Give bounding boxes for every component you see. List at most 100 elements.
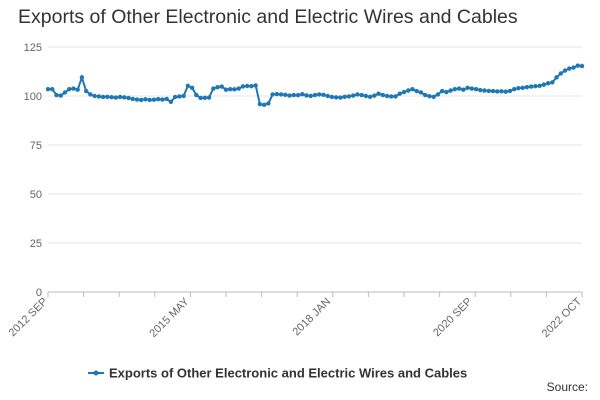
data-point bbox=[448, 88, 453, 93]
data-point bbox=[79, 75, 85, 80]
data-point bbox=[50, 86, 55, 92]
data-point bbox=[181, 93, 186, 99]
data-point bbox=[228, 86, 233, 92]
data-point bbox=[571, 65, 576, 70]
legend-marker bbox=[93, 370, 99, 376]
x-tick-label: 2015 MAY bbox=[147, 295, 192, 340]
data-point bbox=[92, 93, 97, 99]
data-point bbox=[211, 86, 216, 91]
data-point bbox=[507, 88, 513, 94]
data-point bbox=[452, 86, 458, 92]
data-point bbox=[300, 92, 305, 97]
data-point bbox=[473, 86, 479, 92]
data-point bbox=[261, 102, 267, 108]
x-tick-label: 2022 OCT bbox=[540, 295, 585, 340]
data-point bbox=[414, 88, 419, 94]
data-point bbox=[359, 92, 364, 98]
data-point bbox=[418, 90, 424, 95]
data-point bbox=[295, 93, 301, 98]
data-point bbox=[393, 94, 398, 99]
data-point bbox=[384, 93, 390, 99]
data-point bbox=[45, 86, 51, 92]
data-point bbox=[168, 99, 174, 105]
data-point bbox=[287, 93, 292, 98]
data-point bbox=[122, 95, 127, 100]
data-point bbox=[240, 84, 246, 89]
data-point bbox=[410, 86, 415, 92]
data-point bbox=[308, 93, 313, 99]
data-point bbox=[499, 89, 504, 94]
data-point bbox=[376, 91, 381, 96]
data-point bbox=[62, 90, 68, 95]
y-tick-label: 25 bbox=[30, 238, 42, 250]
data-point bbox=[342, 94, 347, 99]
data-point bbox=[338, 95, 343, 100]
data-point bbox=[88, 92, 93, 97]
data-point bbox=[503, 89, 508, 94]
data-point bbox=[164, 96, 169, 102]
data-point bbox=[130, 96, 135, 102]
data-point bbox=[545, 81, 551, 86]
data-point bbox=[333, 95, 339, 100]
data-point bbox=[202, 95, 208, 100]
data-point bbox=[206, 95, 212, 100]
data-point bbox=[469, 86, 475, 91]
data-point bbox=[355, 92, 360, 97]
data-point bbox=[215, 84, 220, 90]
data-point bbox=[406, 88, 411, 93]
data-point bbox=[177, 94, 182, 99]
data-point bbox=[439, 88, 445, 94]
data-point bbox=[151, 97, 157, 102]
data-point bbox=[495, 89, 500, 94]
data-point bbox=[105, 94, 110, 99]
data-point bbox=[143, 97, 148, 102]
y-tick-label: 0 bbox=[36, 287, 42, 299]
data-point bbox=[147, 97, 152, 103]
y-tick-label: 125 bbox=[24, 42, 42, 54]
data-point bbox=[96, 94, 102, 99]
data-point bbox=[511, 86, 517, 92]
data-point bbox=[397, 91, 402, 96]
data-point bbox=[579, 63, 585, 69]
data-point bbox=[558, 71, 564, 76]
data-point bbox=[350, 93, 356, 98]
data-point bbox=[567, 66, 572, 71]
data-point bbox=[189, 85, 195, 90]
data-point bbox=[274, 91, 280, 97]
data-point bbox=[139, 97, 144, 103]
data-point bbox=[66, 86, 72, 92]
data-point bbox=[401, 89, 407, 95]
data-point bbox=[478, 87, 483, 93]
data-point bbox=[232, 87, 237, 92]
data-point bbox=[185, 83, 191, 89]
data-point bbox=[249, 84, 254, 89]
data-point bbox=[363, 93, 369, 99]
data-point bbox=[291, 92, 297, 98]
data-point bbox=[194, 92, 199, 98]
data-point bbox=[482, 88, 487, 93]
data-point bbox=[346, 94, 352, 99]
source-label: Source: bbox=[546, 380, 588, 394]
data-point bbox=[537, 83, 542, 89]
data-point bbox=[528, 84, 534, 89]
data-point bbox=[456, 86, 462, 91]
data-point bbox=[58, 93, 63, 98]
data-point bbox=[550, 80, 555, 85]
data-point bbox=[317, 92, 322, 97]
data-point bbox=[520, 85, 525, 90]
data-point bbox=[236, 86, 241, 91]
data-point bbox=[562, 68, 568, 73]
data-point bbox=[372, 93, 377, 98]
data-point bbox=[75, 87, 80, 92]
data-point bbox=[533, 84, 538, 89]
y-tick-label: 100 bbox=[24, 91, 42, 103]
data-point bbox=[223, 87, 229, 92]
data-point bbox=[71, 86, 76, 91]
data-point bbox=[389, 94, 394, 99]
y-tick-label: 75 bbox=[30, 140, 42, 152]
data-point bbox=[422, 92, 428, 98]
data-point bbox=[304, 93, 309, 98]
data-point bbox=[155, 96, 161, 102]
data-point bbox=[257, 102, 263, 107]
data-point bbox=[465, 85, 470, 90]
